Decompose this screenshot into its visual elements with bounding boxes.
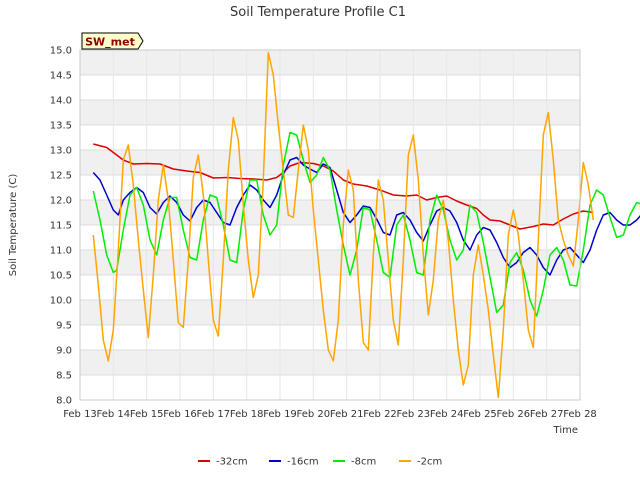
x-tick-label: Feb 17 (197, 409, 231, 420)
y-tick-label: 13.0 (50, 146, 72, 157)
station-badge: SW_met (81, 32, 144, 50)
station-badge-box (81, 32, 144, 50)
plot-band (80, 325, 580, 350)
legend-label: -2cm (417, 457, 442, 468)
x-tick-label: Feb 16 (163, 409, 197, 420)
y-tick-label: 8.5 (56, 371, 72, 382)
y-tick-label: 11.5 (50, 221, 72, 232)
plot-band (80, 100, 580, 125)
plot-band (80, 175, 580, 200)
x-tick-label: Feb 20 (297, 409, 331, 420)
legend-label: -8cm (351, 457, 376, 468)
plot-band (80, 75, 580, 100)
y-tick-label: 11.0 (50, 246, 72, 257)
x-tick-label: Feb 23 (397, 409, 431, 420)
series-lines (92, 51, 640, 399)
y-tick-labels: 8.0 8.5 9.0 9.5 10.0 10.5 11.0 11.5 12.0 12.5 13.0… (50, 46, 72, 407)
y-axis-label: Soil Temperature (C) (8, 174, 19, 277)
plot-frame (79, 49, 581, 401)
x-tick-label: Feb 25 (463, 409, 497, 420)
series-line-minus-16cm (92, 156, 640, 276)
y-tick-label: 15.0 (50, 46, 72, 57)
y-tick-label: 14.5 (50, 71, 72, 82)
y-tick-label: 10.5 (50, 271, 72, 282)
plot-band (80, 50, 580, 75)
legend-label: -16cm (287, 457, 319, 468)
x-tick-label: Feb 14 (97, 409, 131, 420)
plot-band (80, 275, 580, 300)
x-tick-labels: Feb 13 Feb 14 Feb 15 Feb 16 Feb 17 Feb 18 Feb … (63, 409, 597, 420)
plot-background (80, 50, 580, 400)
y-tick-label: 9.5 (56, 321, 72, 332)
series-line-minus-2cm (92, 51, 595, 399)
y-tick-label: 14.0 (50, 96, 72, 107)
y-tick-label: 12.0 (50, 196, 72, 207)
legend: -32cm -16cm -8cm -2cm (198, 457, 442, 468)
plot-band (80, 125, 580, 150)
x-tick-label: Feb 21 (330, 409, 364, 420)
x-tick-label: Feb 26 (497, 409, 531, 420)
station-badge-label: SW_met (85, 36, 135, 49)
chart-title: Soil Temperature Profile C1 (230, 5, 406, 20)
plot-band (80, 225, 580, 250)
x-tick-label: Feb 18 (230, 409, 264, 420)
x-tick-label: Feb 27 (530, 409, 564, 420)
plot-band (80, 250, 580, 275)
legend-label: -32cm (216, 457, 248, 468)
y-tick-label: 8.0 (56, 396, 72, 407)
series-line-minus-8cm (92, 131, 640, 317)
x-axis-label: Time (553, 425, 578, 436)
x-tick-label: Feb 15 (130, 409, 164, 420)
x-tick-label: Feb 22 (363, 409, 397, 420)
x-tick-label: Feb 24 (430, 409, 464, 420)
plot-band (80, 375, 580, 400)
y-tick-label: 13.5 (50, 121, 72, 132)
x-tick-label: Feb 19 (263, 409, 297, 420)
y-tick-label: 9.0 (56, 346, 72, 357)
x-tick-label: Feb 13 (63, 409, 97, 420)
series-line-minus-32cm (93, 143, 594, 230)
x-tick-label: Feb 28 (563, 409, 597, 420)
y-tick-label: 12.5 (50, 171, 72, 182)
y-tick-label: 10.0 (50, 296, 72, 307)
